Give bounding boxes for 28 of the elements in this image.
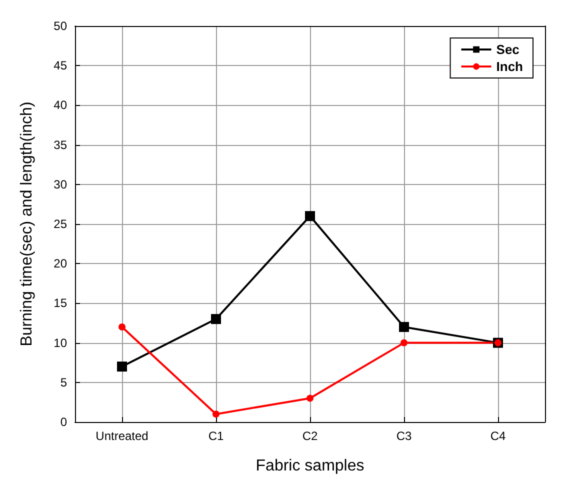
y-tick-label: 50 bbox=[54, 19, 68, 33]
x-tick-label: C2 bbox=[302, 429, 318, 443]
point bbox=[306, 394, 314, 402]
y-tick-label: 5 bbox=[60, 375, 68, 390]
x-tick-label: C1 bbox=[208, 429, 224, 443]
point bbox=[211, 314, 221, 324]
legend-label: Inch bbox=[496, 59, 524, 74]
y-tick-label: 30 bbox=[54, 177, 68, 192]
y-tick-label: 15 bbox=[54, 296, 68, 310]
y-axis-title: Burning time(sec) and length(inch) bbox=[18, 102, 36, 346]
point bbox=[118, 323, 126, 330]
point bbox=[305, 211, 315, 222]
x-tick-label: Untreated bbox=[96, 429, 148, 443]
x-axis-title: Fabric samples bbox=[256, 458, 364, 474]
y-tick-label: 0 bbox=[60, 415, 68, 429]
point bbox=[399, 322, 409, 332]
y-tick-label: 10 bbox=[54, 336, 68, 350]
point bbox=[117, 362, 127, 372]
x-tick-label: C4 bbox=[490, 429, 506, 443]
y-tick-label: 25 bbox=[54, 217, 68, 231]
y-tick-label: 40 bbox=[54, 98, 68, 112]
point bbox=[212, 410, 220, 418]
y-tick-label: 35 bbox=[54, 138, 68, 152]
y-tick-label: 20 bbox=[54, 256, 68, 271]
point bbox=[400, 339, 408, 346]
x-tick-label: C3 bbox=[396, 429, 412, 443]
y-tick-label: 45 bbox=[54, 58, 68, 73]
legend-label: Sec bbox=[496, 42, 520, 57]
